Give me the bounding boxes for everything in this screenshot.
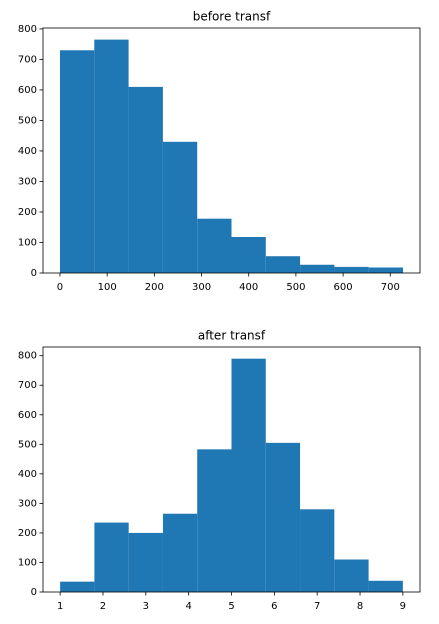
x-tick-label: 6 xyxy=(271,601,277,612)
histogram-bar xyxy=(59,50,95,273)
y-tick-label: 100 xyxy=(18,557,37,568)
x-tick-label: 300 xyxy=(192,282,211,293)
x-tick-label: 500 xyxy=(286,282,305,293)
x-tick-label: 100 xyxy=(98,282,117,293)
y-tick-label: 800 xyxy=(18,24,37,35)
y-tick-label: 400 xyxy=(18,146,37,157)
y-tick-label: 0 xyxy=(31,587,37,598)
histogram-bar xyxy=(197,218,232,273)
histogram-bar xyxy=(265,256,301,273)
chart-title: before transf xyxy=(193,10,271,24)
histogram-bar xyxy=(60,581,95,592)
histogram-bar xyxy=(128,86,163,273)
y-tick-label: 700 xyxy=(18,380,37,391)
histogram-bar xyxy=(94,522,129,592)
x-tick-label: 700 xyxy=(381,282,400,293)
y-tick-label: 500 xyxy=(18,439,37,450)
histogram-bar xyxy=(300,264,335,273)
x-tick-label: 400 xyxy=(239,282,258,293)
y-tick-label: 400 xyxy=(18,469,37,480)
x-tick-label: 4 xyxy=(185,601,191,612)
x-tick-label: 5 xyxy=(228,601,234,612)
histogram-bar xyxy=(128,532,163,592)
histogram-bar xyxy=(265,442,301,592)
y-tick-label: 200 xyxy=(18,207,37,218)
chart-title: after transf xyxy=(198,329,266,343)
histogram-bar xyxy=(197,449,232,592)
histogram-bar xyxy=(231,236,266,273)
y-tick-label: 500 xyxy=(18,115,37,126)
histogram-bar xyxy=(162,513,198,592)
histogram-bar xyxy=(334,266,369,273)
x-tick-label: 7 xyxy=(314,601,320,612)
y-tick-label: 0 xyxy=(31,268,37,279)
histogram-bar xyxy=(368,267,404,273)
plot-frame xyxy=(42,27,421,274)
histogram-bar xyxy=(162,141,198,273)
x-tick-label: 3 xyxy=(143,601,149,612)
histogram-bar xyxy=(368,580,403,592)
y-tick-label: 600 xyxy=(18,85,37,96)
y-tick-label: 600 xyxy=(18,410,37,421)
x-tick-label: 2 xyxy=(100,601,106,612)
x-tick-label: 0 xyxy=(57,282,63,293)
y-tick-label: 100 xyxy=(18,237,37,248)
y-tick-label: 700 xyxy=(18,54,37,65)
x-tick-label: 9 xyxy=(400,601,406,612)
histogram-bar xyxy=(334,559,369,592)
histogram-bar xyxy=(94,39,129,273)
y-tick-label: 200 xyxy=(18,528,37,539)
x-tick-label: 200 xyxy=(145,282,164,293)
y-tick-label: 300 xyxy=(18,498,37,509)
y-tick-label: 300 xyxy=(18,176,37,187)
histogram-bar xyxy=(231,358,266,592)
x-tick-label: 1 xyxy=(57,601,63,612)
x-tick-label: 600 xyxy=(334,282,353,293)
y-tick-label: 800 xyxy=(18,351,37,362)
x-tick-label: 8 xyxy=(357,601,363,612)
histogram-bar xyxy=(300,509,335,592)
